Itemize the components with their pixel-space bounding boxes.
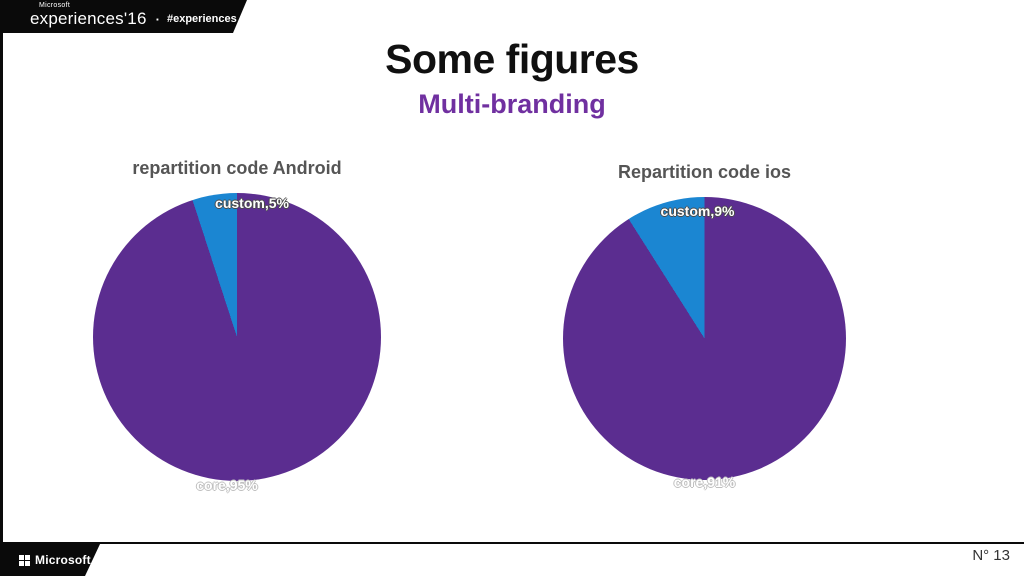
chart-title-android: repartition code Android xyxy=(132,158,342,178)
footer-rule xyxy=(0,542,1024,544)
pie-ios: custom,9% core,91% xyxy=(563,197,846,490)
left-edge-rule xyxy=(0,0,3,576)
ios-custom-slice-label: custom,9% xyxy=(660,203,735,219)
ios-core-slice-label: core,91% xyxy=(673,474,736,490)
header-hashtag: #experiences xyxy=(166,13,237,25)
header-brand-name: experiences'16 xyxy=(30,9,147,28)
microsoft-logo-icon xyxy=(19,555,30,566)
page-subtitle: Multi-branding xyxy=(418,89,606,119)
footer-brand-name: Microsoft xyxy=(35,553,91,567)
page-title: Some figures xyxy=(385,36,639,82)
pie-chart-android: repartition code Android custom,5% core,… xyxy=(93,158,381,493)
header-brand-row: experiences'16 · #experiences xyxy=(30,9,247,29)
footer-banner: Microsoft xyxy=(0,544,100,576)
pie-android: custom,5% core,95% xyxy=(93,193,381,493)
chart-title-ios: Repartition code ios xyxy=(617,162,792,182)
page-number: N° 13 xyxy=(972,547,1010,564)
header-banner: Microsoft experiences'16 · #experiences xyxy=(0,0,247,33)
header-separator-dot: · xyxy=(155,11,160,27)
android-custom-slice-label: custom,5% xyxy=(215,195,289,211)
android-core-slice-label: core,95% xyxy=(196,477,258,493)
pie-chart-ios: Repartition code ios custom,9% core,91% xyxy=(563,162,846,490)
header-microsoft-label: Microsoft xyxy=(39,2,71,9)
